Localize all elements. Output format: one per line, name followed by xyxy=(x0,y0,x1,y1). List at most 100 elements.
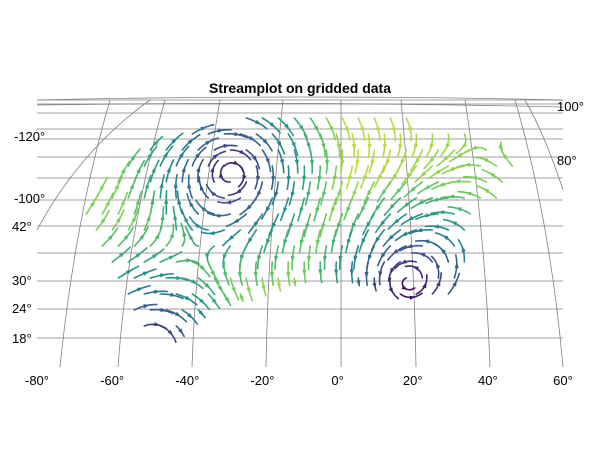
streamline xyxy=(159,325,177,344)
streamline xyxy=(239,133,261,147)
stream-arrow xyxy=(315,207,320,214)
stream-arrow xyxy=(160,213,165,221)
streamline xyxy=(191,261,211,278)
stream-arrow xyxy=(488,172,496,178)
stream-arrow xyxy=(422,281,427,289)
stream-arrow xyxy=(204,253,210,260)
stream-arrow xyxy=(318,269,323,276)
stream-arrow xyxy=(205,140,212,146)
stream-arrow xyxy=(182,230,187,237)
stream-arrow xyxy=(120,167,126,174)
stream-arrow xyxy=(186,258,193,263)
stream-arrow xyxy=(187,312,194,319)
stream-arrow xyxy=(374,237,380,244)
stream-arrow xyxy=(274,255,279,263)
stream-arrow xyxy=(470,176,478,181)
stream-arrow xyxy=(136,166,141,174)
stream-arrow xyxy=(400,158,405,166)
stream-arrow xyxy=(332,175,338,183)
stream-arrow xyxy=(198,310,205,317)
stream-arrow xyxy=(321,143,326,150)
stream-arrow xyxy=(351,143,357,151)
stream-arrow xyxy=(105,199,111,207)
meridian-curve xyxy=(265,99,284,368)
stream-arrow xyxy=(401,285,409,290)
stream-arrow xyxy=(381,189,387,196)
parallel-line xyxy=(36,103,564,108)
parallel-line xyxy=(36,96,564,101)
stream-arrow xyxy=(481,158,489,163)
streamline xyxy=(205,183,226,199)
stream-arrow xyxy=(163,151,169,159)
stream-arrow xyxy=(257,255,262,262)
stream-arrow xyxy=(406,243,413,248)
meridian-curve xyxy=(59,99,111,368)
stream-arrow xyxy=(417,199,424,205)
stream-arrow xyxy=(150,197,155,205)
stream-arrow xyxy=(199,298,206,305)
x-tick-label: 0° xyxy=(331,373,343,388)
stream-arrow xyxy=(306,191,311,199)
stream-arrow xyxy=(375,127,380,134)
stream-arrow xyxy=(379,220,386,227)
stream-arrow xyxy=(322,191,327,199)
stream-arrow xyxy=(366,190,372,197)
stream-arrow xyxy=(166,166,171,173)
stream-arrow xyxy=(269,122,276,128)
streamline xyxy=(404,265,424,279)
stream-arrow xyxy=(333,269,339,276)
stream-arrow xyxy=(367,144,372,151)
stream-arrow xyxy=(292,280,297,287)
stream-arrow xyxy=(261,285,266,292)
stream-arrow xyxy=(254,119,262,125)
stream-arrow xyxy=(309,159,315,167)
stream-arrow xyxy=(139,233,145,240)
stream-arrow xyxy=(283,207,288,214)
stream-arrow xyxy=(395,188,402,195)
stream-arrow xyxy=(234,131,241,136)
stream-arrow xyxy=(159,273,167,278)
stream-arrow xyxy=(437,210,445,215)
stream-arrow xyxy=(116,216,122,223)
stream-arrow xyxy=(352,190,357,198)
stream-arrow xyxy=(448,166,456,171)
stream-arrow xyxy=(100,216,106,224)
stream-arrow xyxy=(279,159,284,166)
stream-arrow xyxy=(252,155,258,163)
tick-labels: -80° -60° -40° -20° 0° 20° 40° 60° 18° 24° 30° 42° -… xyxy=(12,99,584,388)
stream-arrow xyxy=(409,295,416,300)
stream-arrow xyxy=(428,157,435,164)
stream-arrow xyxy=(222,254,227,261)
stream-arrow xyxy=(153,322,161,327)
stream-arrow xyxy=(453,179,461,184)
stream-arrow xyxy=(299,239,304,247)
stream-arrow xyxy=(195,151,201,159)
streamline xyxy=(219,164,232,183)
stream-arrow xyxy=(447,194,455,199)
stream-arrow xyxy=(286,176,291,183)
stream-arrow xyxy=(432,224,439,229)
stream-arrow xyxy=(276,140,282,148)
stream-arrow xyxy=(423,184,431,190)
stream-arrow xyxy=(340,159,345,167)
stream-arrow xyxy=(365,221,371,229)
stream-arrow xyxy=(171,137,178,144)
stream-arrow xyxy=(265,158,270,165)
stream-arrow xyxy=(461,142,468,149)
stream-arrow xyxy=(160,307,167,312)
stream-arrow xyxy=(372,282,377,290)
stream-arrow xyxy=(129,182,134,190)
x-tick-label: -40° xyxy=(175,373,199,388)
y-tick-label: 24° xyxy=(12,301,32,316)
stream-arrow xyxy=(291,142,296,149)
stream-arrow xyxy=(388,203,395,210)
streamlines xyxy=(85,117,514,344)
stream-arrow xyxy=(454,261,459,269)
stream-arrow xyxy=(235,188,242,194)
stream-arrow xyxy=(190,279,198,285)
stream-arrow xyxy=(242,174,247,182)
stream-arrow xyxy=(336,223,341,230)
stream-arrow xyxy=(164,197,169,204)
stream-arrow xyxy=(256,175,261,183)
